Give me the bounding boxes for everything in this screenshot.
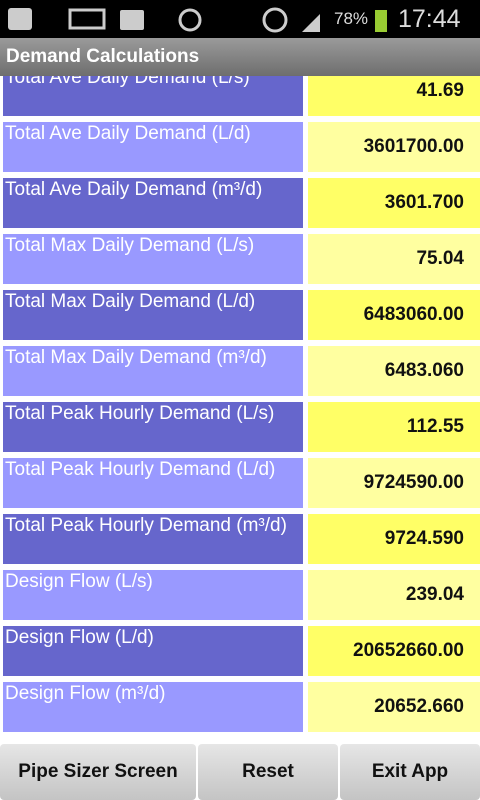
result-label: Total Ave Daily Demand (L/s) — [3, 76, 303, 116]
result-row: Total Ave Daily Demand (L/d) 3601700.00 — [0, 122, 480, 172]
result-row: Total Ave Daily Demand (m³/d) 3601.700 — [0, 178, 480, 228]
button-bar: Pipe Sizer Screen Reset Exit App — [0, 744, 480, 800]
result-label: Total Ave Daily Demand (m³/d) — [3, 178, 303, 228]
result-label: Design Flow (L/s) — [3, 570, 303, 620]
result-row: Total Max Daily Demand (L/d) 6483060.00 — [0, 290, 480, 340]
results-list: Total Ave Daily Demand (L/s) 41.69 Total A… — [0, 76, 480, 744]
result-value: 9724590.00 — [308, 458, 480, 508]
result-value: 239.04 — [308, 570, 480, 620]
button[interactable]: Exit App — [340, 744, 480, 800]
result-row: Design Flow (L/s) 239.04 — [0, 570, 480, 620]
result-value: 112.55 — [308, 402, 480, 452]
button[interactable]: Pipe Sizer Screen — [0, 744, 196, 800]
result-row: Design Flow (L/d) 20652660.00 — [0, 626, 480, 676]
battery-icon — [375, 10, 387, 32]
clock: 17:44 — [398, 5, 461, 33]
result-value: 6483060.00 — [308, 290, 480, 340]
result-row: Total Max Daily Demand (m³/d) 6483.060 — [0, 346, 480, 396]
result-row: Design Flow (m³/d) 20652.660 — [0, 682, 480, 732]
result-label: Total Peak Hourly Demand (m³/d) — [3, 514, 303, 564]
result-label: Total Peak Hourly Demand (L/s) — [3, 402, 303, 452]
result-label: Total Max Daily Demand (m³/d) — [3, 346, 303, 396]
result-value: 41.69 — [308, 76, 480, 116]
status-icons — [8, 7, 320, 33]
battery-level: 78% — [334, 9, 369, 28]
button[interactable]: Reset — [198, 744, 338, 800]
result-row: Total Max Daily Demand (L/s) 75.04 — [0, 234, 480, 284]
result-label: Total Max Daily Demand (L/d) — [3, 290, 303, 340]
result-row: Total Peak Hourly Demand (L/s) 112.55 — [0, 402, 480, 452]
result-label: Design Flow (L/d) — [3, 626, 303, 676]
result-value: 75.04 — [308, 234, 480, 284]
result-value: 20652660.00 — [308, 626, 480, 676]
result-label: Design Flow (m³/d) — [3, 682, 303, 732]
result-label: Total Max Daily Demand (L/s) — [3, 234, 303, 284]
title-bar: Demand Calculations — [0, 38, 480, 76]
result-value: 20652.660 — [308, 682, 480, 732]
result-row: Total Peak Hourly Demand (m³/d) 9724.590 — [0, 514, 480, 564]
result-value: 9724.590 — [308, 514, 480, 564]
result-value: 6483.060 — [308, 346, 480, 396]
result-label: Total Peak Hourly Demand (L/d) — [3, 458, 303, 508]
result-value: 3601.700 — [308, 178, 480, 228]
result-label: Total Ave Daily Demand (L/d) — [3, 122, 303, 172]
status-bar: 78% 17:44 — [0, 0, 480, 38]
result-row: Total Peak Hourly Demand (L/d) 9724590.00 — [0, 458, 480, 508]
result-value: 3601700.00 — [308, 122, 480, 172]
result-row: Total Ave Daily Demand (L/s) 41.69 — [0, 76, 480, 116]
